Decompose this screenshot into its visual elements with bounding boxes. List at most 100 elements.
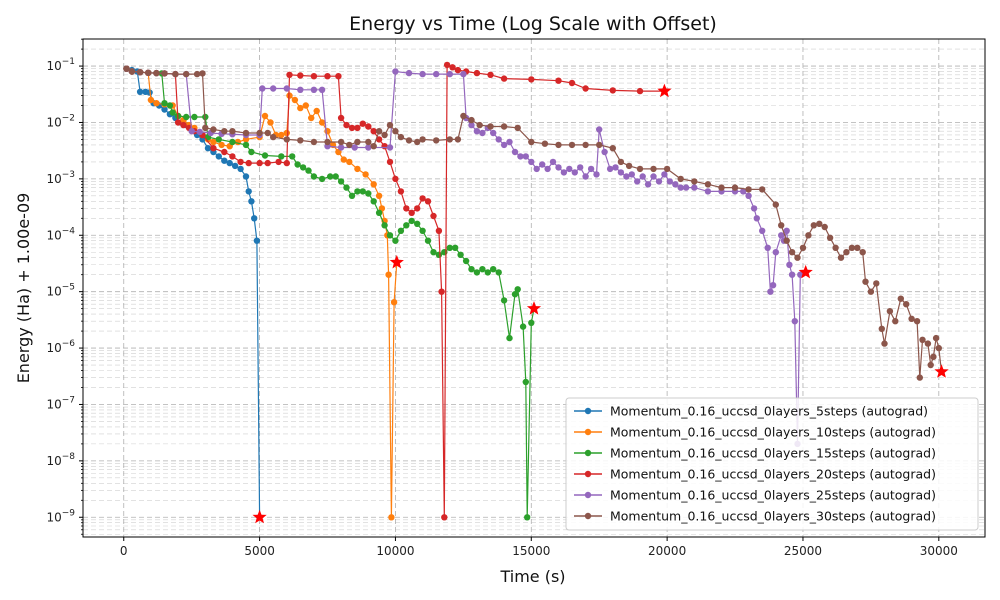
data-point	[337, 138, 345, 146]
data-point	[183, 113, 190, 121]
data-point	[522, 378, 529, 386]
data-point	[541, 140, 549, 147]
data-point	[294, 161, 301, 168]
data-point	[691, 184, 698, 191]
legend-marker	[584, 407, 592, 415]
data-point	[166, 102, 174, 109]
data-point	[386, 232, 394, 239]
legend-item: Momentum_0.16_uccsd_0layers_25steps (aut…	[574, 488, 936, 503]
data-point	[310, 86, 318, 94]
data-point	[609, 87, 616, 94]
data-point	[340, 156, 347, 163]
data-point	[392, 237, 399, 244]
data-point	[473, 269, 481, 276]
data-point	[593, 171, 600, 178]
data-point	[731, 184, 739, 191]
data-point	[251, 215, 258, 222]
data-point	[264, 159, 271, 167]
data-point	[424, 237, 432, 244]
x-axis-label: Time (s)	[499, 567, 565, 586]
data-point	[346, 158, 353, 166]
data-point	[237, 158, 244, 166]
data-point	[816, 220, 823, 227]
data-point	[419, 70, 426, 78]
data-point	[881, 340, 888, 347]
data-point	[299, 164, 307, 171]
data-point	[348, 124, 356, 132]
data-point	[291, 96, 299, 104]
data-point	[805, 232, 812, 239]
data-point	[297, 137, 304, 144]
data-point	[297, 86, 304, 94]
data-point	[930, 353, 937, 360]
data-point	[343, 184, 350, 191]
data-point	[343, 121, 350, 129]
data-point	[740, 188, 747, 195]
data-point	[454, 66, 462, 74]
data-point	[596, 141, 603, 149]
data-point	[837, 254, 845, 261]
data-point	[397, 227, 405, 234]
data-point	[351, 144, 358, 151]
data-point	[764, 244, 771, 251]
data-point	[414, 138, 421, 146]
data-point	[275, 158, 282, 166]
data-point	[365, 138, 372, 146]
data-point	[479, 129, 486, 137]
data-point	[568, 79, 576, 87]
data-point	[932, 334, 940, 342]
data-point	[231, 162, 239, 170]
data-point	[210, 145, 217, 152]
legend: Momentum_0.16_uccsd_0layers_5steps (auto…	[565, 397, 979, 531]
data-point	[435, 227, 443, 234]
data-point	[430, 212, 437, 220]
data-point	[750, 205, 758, 212]
data-point	[375, 136, 383, 143]
data-point	[188, 128, 195, 135]
data-point	[617, 169, 625, 176]
data-point	[506, 138, 513, 146]
data-point	[644, 181, 652, 188]
data-point	[468, 116, 475, 124]
data-point	[318, 119, 326, 126]
data-point	[286, 92, 293, 99]
data-point	[655, 178, 663, 185]
data-point	[495, 269, 502, 276]
data-point	[392, 175, 399, 183]
legend-label: Momentum_0.16_uccsd_0layers_15steps (aut…	[610, 446, 936, 461]
data-point	[639, 173, 646, 180]
data-point	[419, 136, 426, 143]
data-point	[405, 69, 413, 77]
data-point	[226, 159, 233, 167]
chart-title: Energy vs Time (Log Scale with Offset)	[349, 13, 717, 35]
data-point	[385, 271, 392, 278]
data-point	[487, 123, 494, 130]
y-axis-label: Energy (Ha) + 1.00e-09	[14, 193, 33, 384]
data-point	[256, 129, 263, 137]
data-point	[759, 227, 766, 234]
legend-item: Momentum_0.16_uccsd_0layers_10steps (aut…	[574, 425, 936, 440]
data-point	[354, 138, 361, 146]
legend-marker	[584, 449, 592, 457]
data-point	[549, 158, 557, 166]
data-point	[511, 291, 519, 298]
data-point	[169, 109, 176, 116]
data-point	[310, 73, 318, 80]
data-point	[560, 169, 568, 176]
data-point	[392, 68, 399, 75]
data-point	[778, 232, 785, 239]
data-point	[524, 514, 531, 521]
data-point	[636, 87, 644, 95]
data-point	[370, 128, 377, 135]
data-point	[381, 131, 388, 139]
legend-marker	[584, 470, 592, 478]
data-point	[390, 299, 398, 306]
data-point	[248, 148, 255, 156]
series-layer	[123, 61, 949, 524]
data-point	[821, 223, 828, 231]
x-tick-label: 15000	[512, 544, 550, 558]
data-point	[473, 128, 481, 135]
data-point	[859, 249, 866, 256]
data-point	[878, 325, 885, 332]
data-point	[767, 288, 774, 295]
